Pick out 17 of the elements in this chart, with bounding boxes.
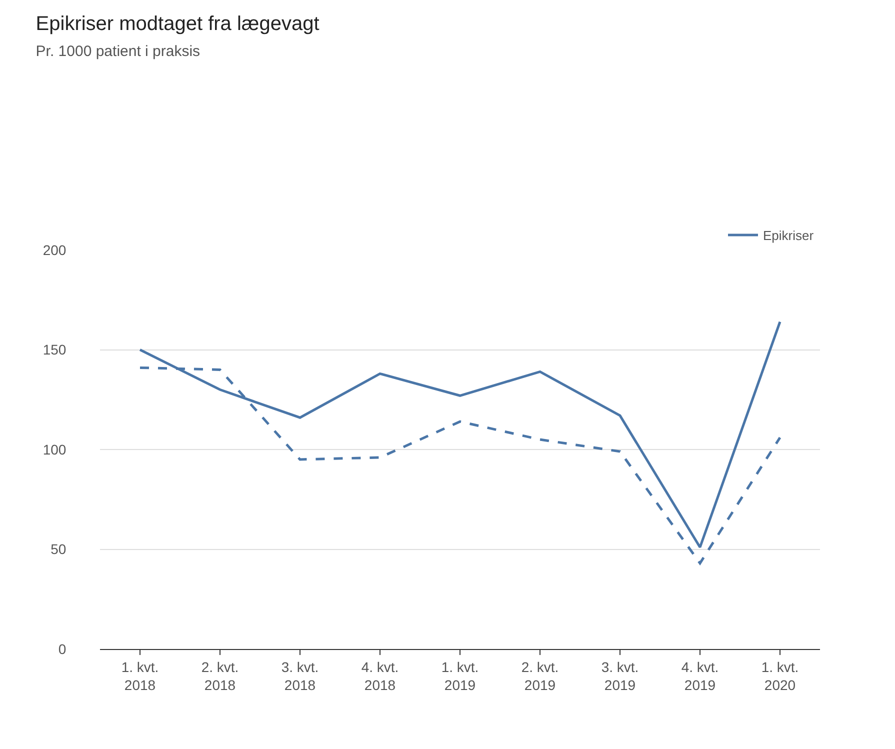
x-tick-label: 1. kvt. 2020: [761, 658, 799, 693]
x-tick-label: 1. kvt. 2018: [121, 658, 159, 693]
x-tick-label: 4. kvt. 2018: [361, 658, 399, 693]
chart-subtitle: Pr. 1000 patient i praksis: [36, 42, 200, 60]
x-tick-label: 2. kvt. 2019: [521, 658, 559, 693]
x-tick-label: 3. kvt. 2019: [601, 658, 639, 693]
x-tick-label: 4. kvt. 2019: [681, 658, 719, 693]
y-tick-label: 0: [58, 640, 66, 657]
y-tick-label: 150: [42, 342, 66, 358]
y-tick-label: 50: [50, 541, 66, 558]
chart-title: Epikriser modtaget fra lægevagt: [36, 12, 320, 35]
x-tick-label: 1. kvt. 2019: [441, 658, 479, 693]
legend-label: Epikriser: [763, 228, 814, 244]
y-tick-label: 200: [42, 242, 66, 258]
x-tick-label: 2. kvt. 2018: [201, 658, 239, 693]
x-tick-label: 3. kvt. 2018: [281, 658, 319, 693]
y-tick-label: 100: [42, 441, 66, 458]
